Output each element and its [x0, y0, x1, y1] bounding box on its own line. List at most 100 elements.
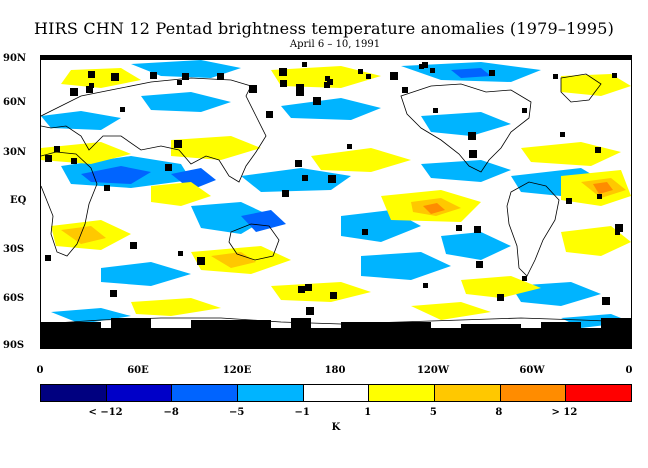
missing-data-block	[595, 147, 601, 153]
coast-south-america	[506, 181, 560, 277]
anomaly-map-svg	[41, 56, 631, 348]
missing-data-block	[266, 111, 273, 118]
lat-label-60n: 60N	[3, 97, 27, 108]
missing-data-block	[325, 76, 330, 81]
missing-data-block	[197, 257, 205, 265]
missing-data-block	[191, 320, 271, 328]
missing-data-block	[111, 318, 151, 328]
missing-data-block	[130, 242, 137, 249]
missing-data-block	[433, 108, 438, 113]
positive-anomaly-regions	[41, 66, 631, 320]
missing-data-block	[423, 283, 428, 288]
missing-data-block	[87, 87, 92, 92]
missing-data-block	[249, 85, 257, 93]
missing-data-block	[282, 190, 289, 197]
color-scale-unit: K	[331, 422, 341, 433]
missing-data-block	[366, 74, 371, 79]
color-scale-tick-label: −5	[228, 407, 245, 418]
missing-data-block	[422, 62, 428, 68]
lat-label-60s: 60S	[3, 293, 25, 304]
color-scale-bar	[40, 384, 632, 402]
missing-data-block	[70, 88, 78, 96]
color-scale-segment	[500, 385, 567, 401]
lat-label-90s: 90S	[3, 340, 25, 351]
missing-data-block	[150, 72, 157, 79]
missing-data-block	[279, 68, 287, 76]
missing-data-block	[54, 146, 60, 152]
lat-label-30n: 30N	[3, 147, 27, 158]
missing-data-block	[615, 230, 620, 235]
missing-data-block	[165, 164, 172, 171]
color-scale-tick-label: 8	[495, 407, 503, 418]
missing-data-block	[298, 286, 305, 293]
color-scale-tick-label: 5	[429, 407, 437, 418]
lon-label-0-east: 0	[625, 365, 633, 376]
missing-data-block	[469, 150, 477, 158]
missing-data-block	[41, 322, 101, 330]
coast-eurasia	[41, 77, 267, 183]
color-scale-segment	[369, 385, 436, 401]
missing-data-block	[302, 175, 308, 181]
lat-label-eq: EQ	[10, 195, 27, 206]
missing-data-block	[177, 80, 182, 85]
missing-data-block	[111, 73, 119, 81]
missing-data-block	[362, 229, 368, 235]
coast-africa	[41, 151, 98, 257]
color-scale-segment	[566, 385, 632, 401]
missing-data-block	[402, 87, 408, 93]
coast-australia	[228, 223, 280, 261]
missing-data-block	[41, 328, 631, 348]
color-scale-segment	[435, 385, 501, 401]
lon-label-120w: 120W	[416, 365, 450, 376]
missing-data-block	[182, 73, 189, 80]
missing-data-block	[280, 80, 287, 87]
missing-data-block	[41, 56, 631, 60]
missing-data-block	[612, 73, 617, 78]
missing-data-layer	[41, 56, 631, 348]
missing-data-block	[291, 318, 311, 330]
missing-data-block	[430, 68, 435, 73]
missing-data-block	[541, 322, 581, 330]
missing-data-block	[45, 155, 52, 162]
missing-data-block	[306, 307, 314, 315]
color-scale-segment	[106, 385, 173, 401]
coast-north-america	[400, 83, 532, 173]
missing-data-block	[178, 251, 183, 256]
missing-data-block	[45, 255, 51, 261]
anomaly-field-layer	[41, 60, 631, 328]
very-strong-positive-anomaly-regions	[423, 182, 613, 214]
missing-data-block	[302, 62, 307, 67]
missing-data-block	[88, 71, 95, 78]
color-scale-segment	[303, 385, 370, 401]
lon-label-0-west: 0	[36, 365, 44, 376]
missing-data-block	[615, 224, 623, 232]
missing-data-block	[597, 194, 602, 199]
missing-data-block	[601, 318, 631, 330]
color-scale-tick-label: < −12	[88, 407, 123, 418]
missing-data-block	[560, 132, 565, 137]
map-subtitle: April 6 – 10, 1991	[289, 39, 381, 50]
missing-data-block	[174, 140, 182, 148]
map-title: HIRS CHN 12 Pentad brightness temperatur…	[33, 19, 615, 38]
missing-data-block	[522, 276, 527, 281]
lat-label-30s: 30S	[3, 244, 25, 255]
color-scale-segment	[41, 385, 107, 401]
missing-data-block	[468, 132, 476, 140]
missing-data-block	[120, 107, 125, 112]
missing-data-block	[497, 294, 504, 301]
color-scale-tick-label: > 12	[551, 407, 578, 418]
missing-data-block	[461, 324, 521, 330]
missing-data-block	[566, 198, 572, 204]
color-scale-segment	[238, 385, 304, 401]
lon-label-60e: 60E	[127, 365, 149, 376]
missing-data-block	[217, 73, 224, 80]
missing-data-block	[89, 83, 94, 88]
missing-data-block	[341, 322, 431, 328]
lat-label-90n: 90N	[3, 53, 27, 64]
missing-data-block	[419, 64, 424, 69]
lon-label-60w: 60W	[519, 365, 545, 376]
anomaly-map	[40, 55, 632, 349]
coast-greenland	[560, 73, 602, 103]
lon-label-180: 180	[324, 365, 346, 376]
missing-data-block	[476, 261, 483, 268]
